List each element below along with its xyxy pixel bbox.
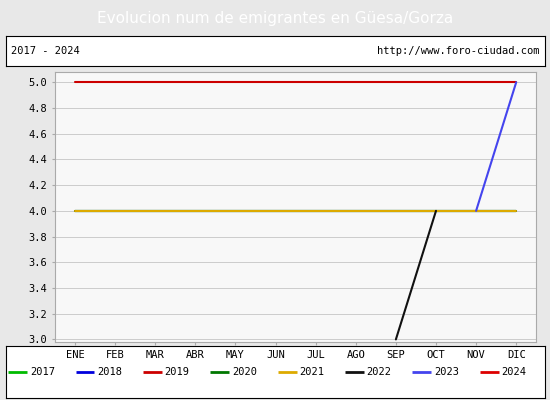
- Text: 2017: 2017: [30, 367, 55, 377]
- Text: 2021: 2021: [299, 367, 324, 377]
- Text: 2024: 2024: [502, 367, 526, 377]
- Text: 2022: 2022: [367, 367, 392, 377]
- Text: 2018: 2018: [97, 367, 122, 377]
- Text: 2020: 2020: [232, 367, 257, 377]
- Text: http://www.foro-ciudad.com: http://www.foro-ciudad.com: [377, 46, 539, 56]
- Text: 2023: 2023: [434, 367, 459, 377]
- Text: 2017 - 2024: 2017 - 2024: [11, 46, 80, 56]
- Text: 2019: 2019: [164, 367, 190, 377]
- Text: Evolucion num de emigrantes en Güesa/Gorza: Evolucion num de emigrantes en Güesa/Gor…: [97, 10, 453, 26]
